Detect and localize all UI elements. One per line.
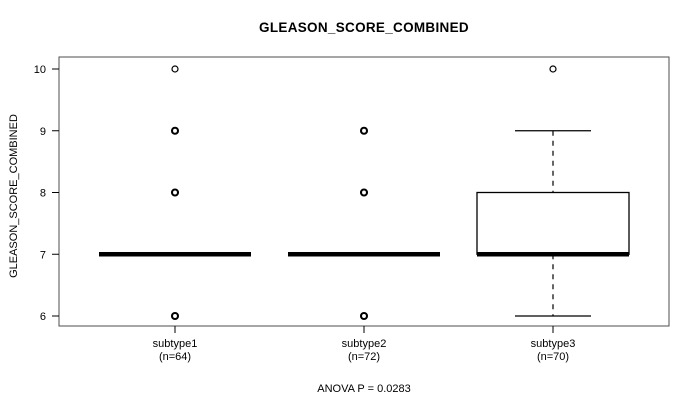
group-count: (n=72) <box>347 351 381 363</box>
outlier-point <box>549 65 557 73</box>
group-count: (n=70) <box>536 351 570 363</box>
y-tick-label: 8 <box>40 188 46 200</box>
group-label: subtype2 <box>341 338 387 350</box>
outlier-point <box>359 126 369 135</box>
anova-annotation: ANOVA P = 0.0283 <box>317 383 411 395</box>
x-tick-label-subtype2: subtype2 (n=72) <box>289 338 439 364</box>
outlier-point <box>359 188 369 197</box>
y-tick-label: 7 <box>40 249 46 261</box>
outlier-point <box>171 65 179 73</box>
y-tick-label: 6 <box>40 311 46 323</box>
plot-border <box>58 56 670 327</box>
group-label: subtype3 <box>530 338 576 350</box>
outlier-point <box>170 311 180 321</box>
chart-title: GLEASON_SCORE_COMBINED <box>259 20 469 35</box>
group-count: (n=64) <box>158 351 192 363</box>
outlier-point <box>359 311 369 321</box>
group-label: subtype1 <box>152 338 198 350</box>
y-tick-label: 9 <box>40 126 46 138</box>
outlier-point <box>170 188 180 197</box>
x-tick-label-subtype3: subtype3 (n=70) <box>478 338 628 364</box>
outlier-point <box>170 126 180 135</box>
x-tick-label-subtype1: subtype1 (n=64) <box>100 338 250 364</box>
iqr-box <box>476 191 630 255</box>
y-tick-label: 10 <box>34 64 46 76</box>
